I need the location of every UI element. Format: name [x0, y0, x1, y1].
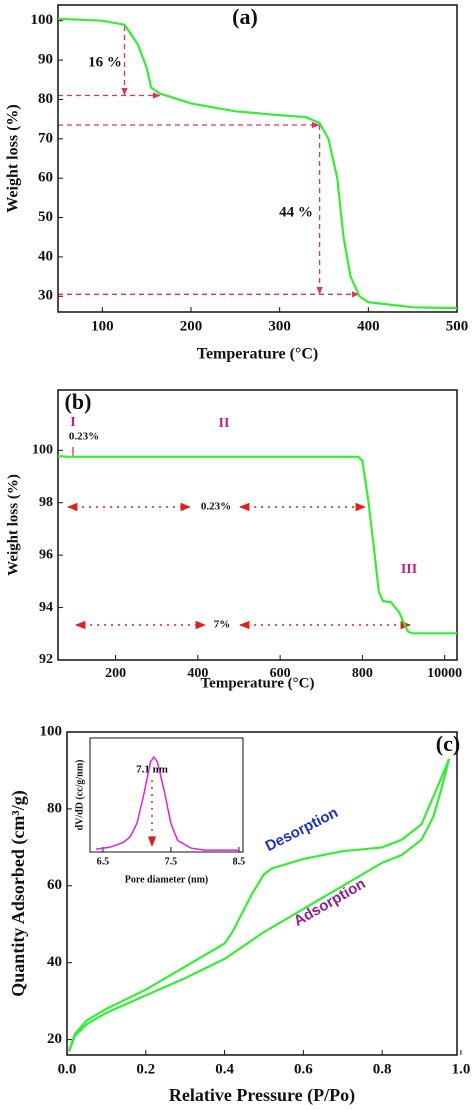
- x-tick-label: 0.4: [215, 1061, 234, 1077]
- x-tick-label: 500: [446, 318, 469, 334]
- x-tick-label: 6.5: [97, 856, 110, 867]
- x-tick-label: 0.2: [136, 1061, 155, 1077]
- x-tick-label: 600: [270, 666, 291, 681]
- x-axis-label: Relative Pressure (P/Po): [169, 1085, 355, 1106]
- x-tick-label: 300: [268, 318, 291, 334]
- y-axis-label: Weight loss (%): [5, 474, 21, 576]
- y-tick-label: 92: [39, 652, 53, 667]
- data-line: [67, 758, 451, 1052]
- y-tick-label: 100: [31, 12, 54, 28]
- data-line: [96, 755, 239, 851]
- annotation: 44 %: [279, 204, 313, 220]
- panel-title: (a): [232, 4, 258, 29]
- y-tick-label: 94: [39, 600, 53, 615]
- x-tick-label: 400: [357, 318, 380, 334]
- plot-frame: [66, 731, 458, 1056]
- x-tick-label: 100: [91, 318, 114, 334]
- x-tick-label: 200: [180, 318, 203, 334]
- annotation: II: [219, 416, 230, 431]
- y-tick-label: 50: [38, 209, 53, 225]
- annotation: III: [401, 562, 417, 577]
- annotation: Adsorption: [291, 875, 369, 930]
- annotation: 7.1 nm: [136, 764, 168, 776]
- annotation: 16 %: [88, 54, 122, 70]
- y-tick-label: 40: [38, 248, 53, 264]
- y-tick-label: 100: [40, 723, 63, 739]
- data-line: [57, 17, 458, 310]
- y-tick-label: 80: [38, 91, 53, 107]
- x-axis-label: Temperature (°C): [197, 346, 318, 363]
- x-tick-label: 8.5: [233, 856, 246, 867]
- y-tick-label: 98: [39, 495, 53, 510]
- y-tick-label: 70: [38, 130, 53, 146]
- x-tick-label: 800: [352, 666, 373, 681]
- x-tick-label: 1.0: [452, 1061, 471, 1077]
- x-tick-label: 400: [187, 666, 208, 681]
- annotation: 0.23%: [201, 501, 231, 513]
- y-tick-label: 60: [38, 170, 53, 186]
- annotation: 0.23%: [69, 431, 99, 443]
- y-tick-label: 60: [47, 877, 62, 893]
- y-tick-label: 30: [38, 288, 53, 304]
- x-axis-label: Temperature (°C): [201, 675, 315, 691]
- x-tick-label: 0.8: [373, 1061, 392, 1077]
- y-tick-label: 80: [47, 800, 62, 816]
- x-tick-label: 0.6: [294, 1061, 313, 1077]
- x-axis-label: Pore diameter (nm): [125, 874, 209, 885]
- data-line: [67, 758, 451, 1052]
- plot-frame: [57, 389, 458, 661]
- plot-frame: [89, 737, 244, 853]
- x-tick-label: 0.0: [58, 1061, 77, 1077]
- y-axis-label: Weight loss (%): [5, 104, 22, 212]
- annotation-lines: [58, 26, 412, 848]
- panel-title: (b): [65, 389, 92, 414]
- annotation: 7%: [214, 619, 231, 631]
- y-tick-label: 96: [39, 547, 53, 562]
- y-tick-label: 100: [32, 443, 53, 458]
- y-tick-label: 90: [38, 52, 53, 68]
- y-tick-label: 40: [47, 954, 62, 970]
- y-tick-label: 20: [47, 1031, 62, 1047]
- y-axis-label: dV/dD (cc/g/nm): [74, 760, 85, 831]
- x-tick-label: 7.5: [165, 856, 178, 867]
- x-tick-label: 10000: [427, 666, 462, 681]
- x-tick-label: 200: [105, 666, 126, 681]
- panel-title: (c): [436, 731, 460, 756]
- data-line: [58, 455, 457, 635]
- annotation: Desorption: [263, 804, 341, 855]
- plot-frame: [57, 4, 458, 313]
- y-axis-label: Quantity Adsorbed (cm³/g): [8, 790, 29, 996]
- annotation: I: [70, 415, 75, 430]
